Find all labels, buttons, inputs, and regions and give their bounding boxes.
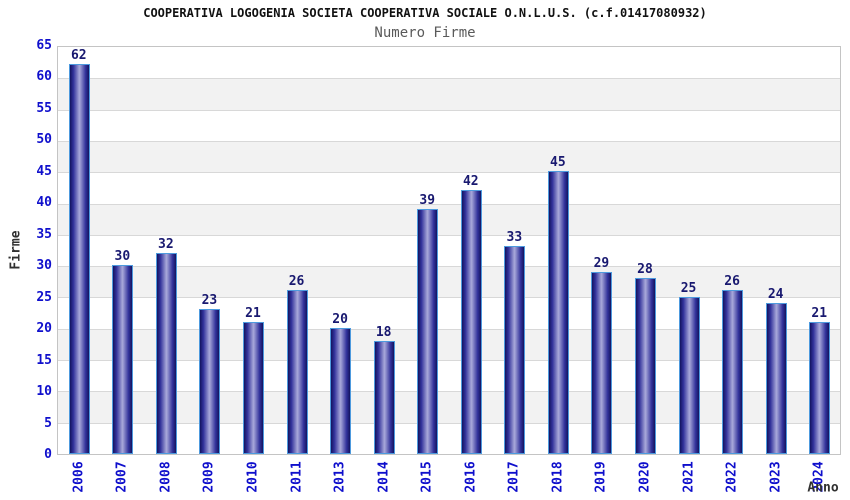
y-tick-label: 25 xyxy=(36,289,52,305)
bar-value-label: 29 xyxy=(593,255,610,271)
chart-title: COOPERATIVA LOGOGENIA SOCIETA COOPERATIV… xyxy=(143,6,707,20)
plot-band xyxy=(58,47,840,79)
y-tick-label: 20 xyxy=(36,321,52,337)
bar-2011 xyxy=(286,290,308,454)
bar-value-label: 39 xyxy=(419,192,436,208)
bar-value-label: 45 xyxy=(550,154,566,170)
gridline xyxy=(58,78,840,80)
x-tick-label: 2009 xyxy=(201,461,217,493)
bar-value-label: 32 xyxy=(158,236,174,252)
bar-2019 xyxy=(591,271,613,454)
chart-subtitle: Numero Firme xyxy=(374,25,476,41)
bar-2023 xyxy=(765,303,787,454)
bar-2021 xyxy=(678,296,700,454)
bar-value-label: 21 xyxy=(811,305,828,321)
gridline xyxy=(58,266,840,268)
bar-value-label: 23 xyxy=(201,293,218,309)
x-tick-label: 2010 xyxy=(245,461,261,493)
plot-band xyxy=(58,422,840,454)
y-tick-label: 45 xyxy=(36,163,52,179)
gridline xyxy=(58,422,840,424)
bar-2007 xyxy=(112,265,134,454)
y-tick-label: 15 xyxy=(36,352,52,368)
x-tick-label: 2018 xyxy=(550,461,566,493)
x-tick-label: 2013 xyxy=(332,461,348,493)
plot-band xyxy=(58,234,840,267)
bar-2014 xyxy=(373,340,395,454)
bar-value-label: 28 xyxy=(637,261,653,277)
plot-area xyxy=(57,46,841,455)
x-tick-label: 2006 xyxy=(71,461,87,493)
y-axis-title: Firme xyxy=(8,230,24,270)
bar-2009 xyxy=(199,309,221,454)
x-tick-label: 2014 xyxy=(376,461,392,493)
bar-value-label: 26 xyxy=(288,274,305,290)
y-tick-label: 30 xyxy=(36,258,52,274)
y-tick-label: 60 xyxy=(36,69,52,85)
plot-band xyxy=(58,109,840,141)
y-tick-label: 50 xyxy=(36,132,52,148)
x-tick-label: 2022 xyxy=(724,461,740,493)
x-tick-label: 2007 xyxy=(114,461,130,493)
bar-2018 xyxy=(547,170,569,454)
x-tick-label: 2020 xyxy=(637,461,653,493)
plot-band xyxy=(58,78,840,110)
bar-2006 xyxy=(68,63,90,454)
bar-value-label: 21 xyxy=(245,305,261,321)
gridline xyxy=(58,109,840,111)
x-tick-label: 2023 xyxy=(768,461,784,493)
plot-band xyxy=(58,328,840,361)
y-tick-label: 5 xyxy=(44,415,52,431)
bar-value-label: 33 xyxy=(506,230,523,246)
bar-2010 xyxy=(243,321,264,454)
gridline xyxy=(58,172,840,174)
bar-value-label: 42 xyxy=(462,173,479,189)
bar-value-label: 30 xyxy=(114,249,131,265)
bar-value-label: 24 xyxy=(767,286,784,302)
bar-2020 xyxy=(635,277,656,454)
y-tick-label: 55 xyxy=(36,100,52,116)
x-tick-label: 2017 xyxy=(506,461,522,493)
bar-value-label: 20 xyxy=(332,312,348,328)
x-tick-label: 2015 xyxy=(419,461,435,493)
x-axis-title: Anno xyxy=(807,480,839,496)
x-tick-label: 2011 xyxy=(289,461,305,493)
bar-value-label: 26 xyxy=(724,274,740,290)
y-tick-label: 0 xyxy=(44,447,52,462)
y-tick-label: 35 xyxy=(36,226,52,242)
plot-band xyxy=(58,140,840,173)
gridline xyxy=(58,297,840,299)
gridline xyxy=(58,391,840,393)
y-tick-label: 10 xyxy=(36,384,52,400)
bar-2022 xyxy=(722,290,744,454)
y-tick-label: 40 xyxy=(36,195,52,211)
bar-2016 xyxy=(460,189,482,454)
bar-2008 xyxy=(155,252,177,454)
bar-2015 xyxy=(417,208,439,454)
gridline xyxy=(58,203,840,205)
x-tick-label: 2021 xyxy=(681,461,697,493)
gridline xyxy=(58,360,840,362)
x-tick-label: 2019 xyxy=(593,461,609,493)
bar-value-label: 25 xyxy=(680,280,697,296)
plot-band xyxy=(58,172,840,204)
plot-band xyxy=(58,297,840,329)
gridline xyxy=(58,328,840,330)
bar-2024 xyxy=(809,321,831,454)
bar-value-label: 62 xyxy=(70,47,87,63)
gridline xyxy=(58,140,840,142)
x-tick-label: 2016 xyxy=(463,461,479,493)
y-tick-label: 65 xyxy=(36,38,52,53)
plot-band xyxy=(58,360,840,392)
bar-2017 xyxy=(504,246,526,454)
gridline xyxy=(58,234,840,236)
plot-band xyxy=(58,391,840,423)
plot-band xyxy=(58,266,840,298)
plot-band xyxy=(58,203,840,235)
bar-value-label: 18 xyxy=(375,324,392,340)
x-tick-label: 2008 xyxy=(158,461,174,493)
bar-2013 xyxy=(330,328,352,454)
